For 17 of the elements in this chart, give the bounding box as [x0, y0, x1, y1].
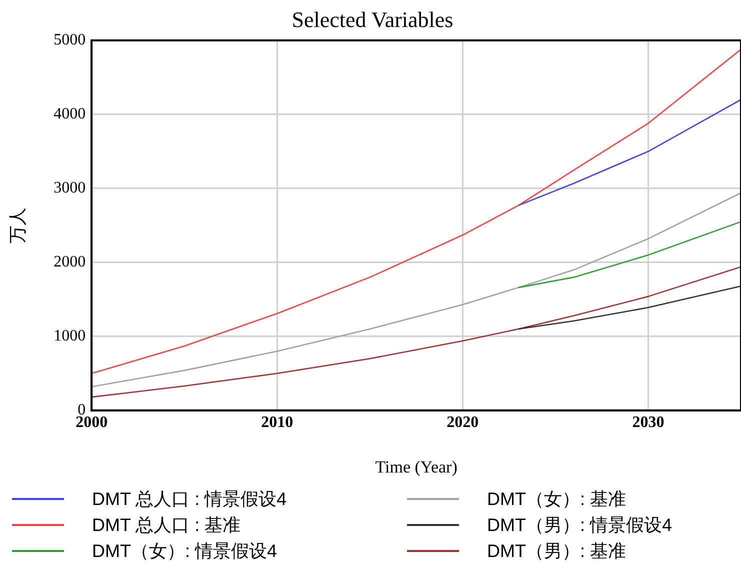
x-axis-title: Time (Year): [375, 457, 458, 476]
y-axis-title: 万人: [8, 207, 28, 244]
y-tick-label: 4000: [54, 106, 86, 123]
y-tick-label: 1000: [54, 328, 86, 345]
legend-label: DMT（男）: 情景假设4: [487, 514, 672, 537]
y-tick-label: 2000: [54, 254, 86, 271]
x-tick-label: 2020: [446, 414, 479, 432]
legend-label: DMT（男）: 基准: [487, 540, 626, 563]
chart-title: Selected Variables: [292, 6, 454, 32]
x-tick-label: 2010: [261, 414, 294, 432]
legend-label: DMT 总人口 : 基准: [92, 514, 241, 537]
legend-label: DMT 总人口 : 情景假设4: [92, 488, 287, 511]
legend-label: DMT（女）: 基准: [487, 488, 626, 511]
x-tick-label: 2030: [632, 414, 664, 432]
y-tick-label: 3000: [54, 180, 86, 197]
y-tick-label: 5000: [54, 32, 86, 49]
legend-label: DMT（女）: 情景假设4: [92, 540, 278, 563]
